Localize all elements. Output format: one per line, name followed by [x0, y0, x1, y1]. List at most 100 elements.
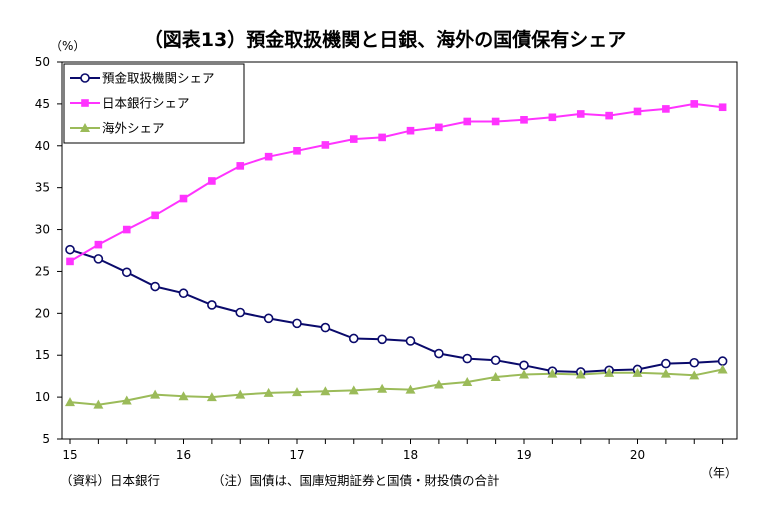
y-tick-label: 30 [35, 223, 50, 237]
data-point [632, 367, 643, 377]
data-point [80, 73, 90, 83]
data-point [321, 141, 330, 149]
data-point [208, 177, 216, 185]
x-axis-label: （年） [701, 466, 737, 480]
data-point [93, 399, 104, 409]
data-point [689, 357, 700, 368]
data-point [235, 307, 246, 318]
data-point [150, 389, 161, 399]
data-point [293, 147, 301, 155]
data-point [320, 386, 331, 396]
data-point [65, 397, 75, 407]
data-point [122, 225, 131, 234]
data-point [690, 100, 699, 108]
x-tick-label: 17 [289, 448, 304, 462]
y-tick-label: 10 [35, 390, 50, 404]
data-point [605, 111, 613, 120]
data-point [264, 152, 273, 161]
data-point [604, 367, 615, 377]
plot-area [61, 61, 738, 440]
data-point [717, 356, 728, 366]
data-point [661, 358, 671, 369]
data-point [349, 135, 358, 143]
data-point [263, 313, 274, 324]
data-point [689, 370, 700, 380]
data-point [718, 103, 727, 112]
data-point [66, 257, 74, 266]
data-point [348, 385, 359, 395]
data-point [150, 281, 160, 292]
data-point [236, 162, 245, 170]
data-point [519, 369, 529, 379]
legend-label: 日本銀行シェア [102, 96, 190, 111]
y-tick-label: 45 [35, 97, 50, 111]
data-point [292, 318, 302, 329]
x-tick-label: 15 [62, 448, 77, 462]
data-point [405, 336, 416, 346]
chart-title: （図表13）預金取扱機関と日銀、海外の国債保有シェア [144, 28, 626, 51]
data-point [178, 288, 189, 299]
data-point [235, 389, 246, 399]
data-point [178, 391, 189, 401]
data-point [435, 123, 443, 132]
data-point [491, 117, 500, 126]
data-point [207, 300, 217, 310]
data-point [406, 126, 415, 135]
data-point [576, 110, 585, 118]
data-point [263, 387, 274, 397]
y-tick-label: 25 [35, 264, 50, 278]
data-point [463, 117, 472, 126]
data-point [490, 355, 501, 366]
y-tick-label: 35 [35, 181, 50, 195]
data-point [405, 384, 416, 394]
y-axis: 5 10 15 20 25 30 35 40 45 50 [35, 55, 62, 446]
data-point [151, 211, 159, 220]
y-tick-label: 50 [35, 55, 50, 69]
series-line [69, 102, 723, 263]
series-markers [65, 100, 728, 409]
data-point [377, 383, 388, 393]
legend-label: 海外シェア [102, 121, 165, 136]
series-line [69, 248, 723, 374]
data-point [320, 322, 331, 333]
data-point [121, 395, 132, 405]
data-point [65, 244, 75, 255]
source-note: （資料）日本銀行 [60, 473, 160, 488]
data-point [292, 387, 302, 397]
data-point [348, 333, 359, 344]
data-point [433, 379, 444, 389]
x-tick-label: 20 [630, 448, 645, 462]
data-point [547, 368, 558, 378]
legend-label: 預金取扱機関シェア [102, 71, 215, 86]
data-point [462, 377, 473, 387]
data-point [121, 267, 132, 278]
data-point [633, 107, 642, 116]
y-tick-label: 20 [35, 306, 50, 320]
data-point [80, 123, 90, 132]
y-tick-label: 15 [35, 348, 50, 362]
footnote: （注）国債は、国庫短期証券と国債・財投債の合計 [212, 473, 500, 488]
data-point [519, 360, 529, 371]
data-point [462, 353, 473, 364]
series-lines [69, 102, 723, 406]
x-axis: 15 16 17 18 19 20 [62, 439, 724, 462]
data-point [377, 334, 387, 345]
data-point [662, 105, 670, 113]
y-tick-label: 5 [42, 432, 50, 446]
data-point [490, 372, 501, 382]
y-axis-label: （%） [50, 39, 85, 53]
data-point [548, 113, 557, 122]
data-point [93, 254, 104, 264]
data-point [434, 348, 444, 359]
data-point [94, 240, 103, 249]
data-point [575, 369, 586, 379]
x-tick-label: 19 [516, 448, 531, 462]
data-point [660, 368, 671, 378]
data-point [179, 194, 188, 203]
data-point [81, 99, 89, 107]
data-point [520, 116, 528, 124]
y-tick-label: 40 [35, 139, 50, 153]
data-point [378, 133, 386, 142]
